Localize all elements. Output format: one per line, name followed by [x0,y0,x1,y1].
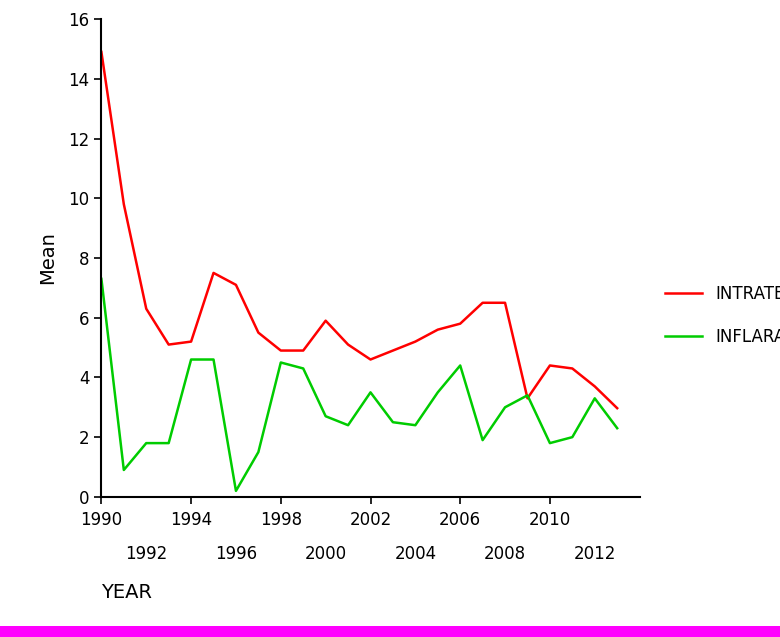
INTRATE [254,329,263,336]
INTRATE [411,338,420,345]
INTRATE [164,341,173,348]
INFLARAT [545,440,555,447]
INFLARAT [299,364,308,372]
INTRATE [343,341,353,348]
INFLARAT [119,466,129,474]
Line: INFLARAT: INFLARAT [101,279,617,491]
INTRATE [501,299,510,306]
INTRATE [119,201,129,208]
INTRATE [232,281,241,289]
INTRATE [612,404,622,412]
INFLARAT [186,355,196,363]
INFLARAT [388,419,398,426]
INFLARAT [411,422,420,429]
INFLARAT [478,436,488,444]
INFLARAT [97,275,106,283]
INFLARAT [343,422,353,429]
Y-axis label: Mean: Mean [38,231,57,285]
INTRATE [523,394,532,402]
INFLARAT [523,392,532,399]
INFLARAT [501,403,510,411]
INFLARAT [209,355,218,363]
INFLARAT [254,448,263,456]
INTRATE [209,269,218,276]
INTRATE [299,347,308,354]
INFLARAT [568,433,577,441]
INTRATE [142,305,151,313]
INTRATE [186,338,196,345]
INTRATE [456,320,465,327]
Text: YEAR: YEAR [101,583,152,602]
INFLARAT [142,440,151,447]
INTRATE [568,364,577,372]
INTRATE [366,355,375,363]
INTRATE [388,347,398,354]
INFLARAT [276,359,285,366]
INFLARAT [164,440,173,447]
INFLARAT [232,487,241,495]
INTRATE [478,299,488,306]
INFLARAT [321,412,331,420]
INTRATE [97,48,106,56]
Line: INTRATE: INTRATE [101,52,617,408]
INFLARAT [366,389,375,396]
INFLARAT [433,389,442,396]
INTRATE [545,362,555,369]
INTRATE [433,326,442,334]
INTRATE [321,317,331,324]
INTRATE [276,347,285,354]
INFLARAT [456,362,465,369]
INTRATE [590,383,599,390]
INFLARAT [590,394,599,402]
Legend: INTRATE, INFLARAT: INTRATE, INFLARAT [658,278,780,352]
INFLARAT [612,424,622,432]
